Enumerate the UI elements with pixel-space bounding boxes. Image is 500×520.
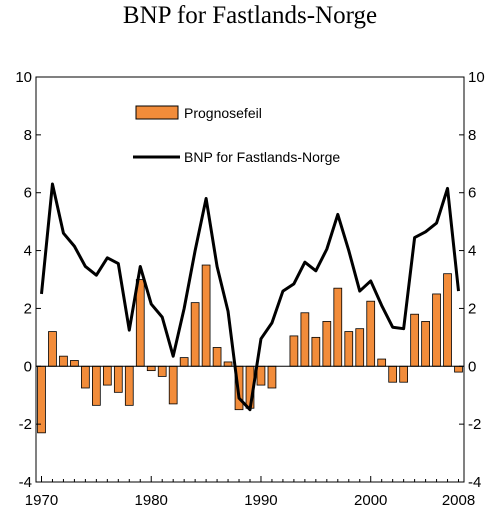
bar-1991 [267,365,277,389]
x-tick-label: 1980 [135,492,168,509]
y-tick-label-left: 2 [24,300,32,317]
bar-1978 [124,365,134,406]
bar-1976 [102,365,112,386]
plot-frame [35,76,465,483]
bar-1975 [92,365,101,406]
y-tick-label-right: 2 [468,300,476,317]
bar-1974 [81,365,90,389]
y-tick-label-left: -2 [19,416,32,433]
bar-1984 [190,302,200,367]
legend-label-prognosefeil: Prognosefeil [184,105,262,121]
y-tick-label-left: 4 [24,243,32,260]
bnp-line [39,182,461,412]
y-tick-label-left: 0 [24,358,32,375]
x-tick-label: 1990 [244,492,277,509]
bar-1999 [355,328,365,367]
legend-swatch-prognosefeil [135,105,179,120]
y-tick-label-left: 8 [24,127,32,144]
bar-2002 [388,365,398,383]
bar-1996 [322,321,332,367]
y-tick-label-right: -2 [468,416,481,433]
bar-1972 [59,355,68,367]
y-tick-label-right: 8 [468,127,476,144]
y-tick-label-left: 10 [15,69,32,86]
legend: Prognosefeil BNP for Fastlands-Norge [133,105,340,165]
bar-2003 [399,365,408,383]
bar-2006 [432,293,441,367]
bar-2008 [454,365,463,373]
bar-1997 [333,287,343,367]
bar-1987 [223,361,233,367]
bar-2000 [366,300,376,367]
bar-1973 [70,360,79,367]
legend-label-bnp: BNP for Fastlands-Norge [184,149,340,165]
y-tick-label-right: 10 [468,69,485,86]
x-tick-label: 2000 [354,492,387,509]
bar-2005 [421,321,430,367]
line-layer [39,182,461,412]
bar-1981 [157,365,167,377]
bar-1986 [212,347,222,367]
bar-2004 [410,313,419,367]
bar-1995 [311,336,321,367]
y-tick-label-right: -4 [468,474,481,491]
y-tick-label-right: 4 [468,243,476,260]
bar-1979 [135,279,145,367]
bar-1998 [344,331,354,367]
bar-1993 [289,335,299,367]
y-tick-label-right: 0 [468,358,476,375]
bar-1994 [300,312,310,367]
x-tick-label: 2008 [442,492,475,509]
bar-1990 [256,365,266,386]
bar-1977 [113,365,123,393]
bar-1970 [37,365,46,434]
bar-2001 [377,358,387,367]
bar-1982 [168,365,178,405]
y-tick-label-right: 6 [468,185,476,202]
x-tick-label: 1970 [25,492,58,509]
y-tick-label-left: -4 [19,474,32,491]
bar-1985 [201,264,211,367]
y-tick-label-left: 6 [24,185,32,202]
bar-1983 [179,357,189,367]
bar-1980 [146,365,156,372]
bar-2007 [443,273,452,367]
axes-layer: -4 -4 -2 -2 0 0 2 2 4 4 6 6 8 8 10 10 1970 1980 1990 2000 20… [15,69,484,509]
chart-title: BNP for Fastlands-Norge [122,2,378,29]
bar-1971 [48,331,57,367]
